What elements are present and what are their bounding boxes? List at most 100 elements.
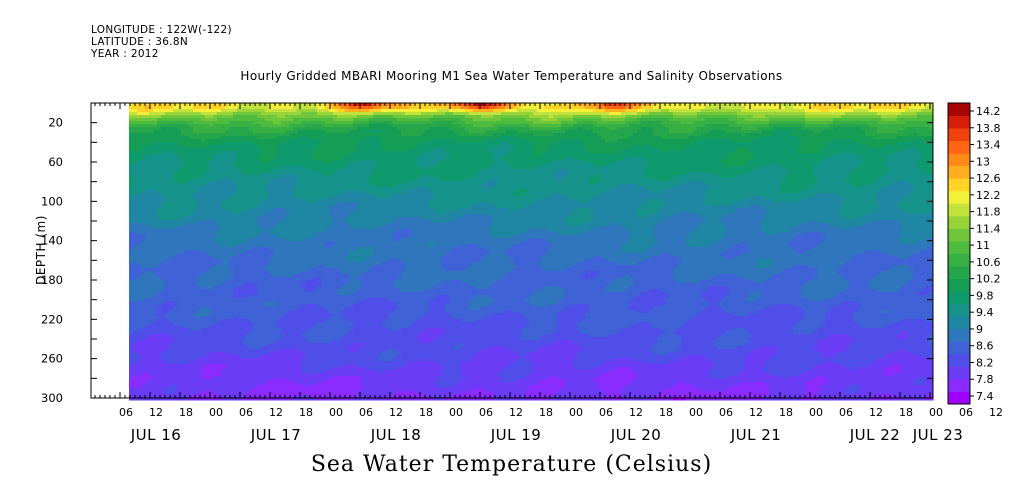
heatmap-cell [305,259,310,263]
heatmap-cell [185,136,190,140]
heatmap-cell [277,208,282,212]
heatmap-cell [301,184,306,188]
heatmap-cell [197,157,202,161]
heatmap-cell [169,322,174,326]
heatmap-cell [289,313,294,317]
heatmap-cell [137,157,142,161]
heatmap-cell [173,250,178,254]
heatmap-cell [309,343,314,347]
heatmap-cell [177,352,182,356]
heatmap-cell [313,295,318,299]
heatmap-cell [173,262,178,266]
heatmap-cell [173,292,178,296]
heatmap-cell [269,379,274,383]
heatmap-cell [205,175,210,179]
heatmap-cell [233,181,238,185]
heatmap-cell [197,160,202,164]
heatmap-cell [241,295,246,299]
heatmap-cell [261,178,266,182]
heatmap-cell [273,310,278,314]
heatmap-cell [153,175,158,179]
heatmap-cell [209,391,214,395]
heatmap-cell [169,139,174,143]
heatmap-cell [145,379,150,383]
heatmap-cell [149,103,154,107]
heatmap-cell [177,349,182,353]
heatmap-cell [213,376,218,380]
heatmap-cell [305,115,310,119]
heatmap-cell [173,130,178,134]
heatmap-cell [157,247,162,251]
heatmap-cell [233,118,238,122]
heatmap-cell [285,253,290,257]
heatmap-cell [173,211,178,215]
heatmap-cell [297,346,302,350]
heatmap-cell [261,247,266,251]
heatmap-cell [309,127,314,131]
heatmap-cell [241,106,246,110]
heatmap-cell [201,223,206,227]
heatmap-cell [189,388,194,392]
heatmap-cell [169,202,174,206]
heatmap-cell [137,148,142,152]
heatmap-cell [249,214,254,218]
heatmap-cell [309,238,314,242]
heatmap-cell [269,253,274,257]
heatmap-cell [169,169,174,173]
heatmap-cell [217,370,222,374]
heatmap-cell [329,196,334,200]
heatmap-cell [273,106,278,110]
heatmap-cell [313,352,318,356]
heatmap-cell [285,112,290,116]
heatmap-cell [165,172,170,176]
heatmap-cell [133,256,138,260]
heatmap-cell [249,262,254,266]
heatmap-cell [305,211,310,215]
heatmap-cell [221,373,226,377]
heatmap-cell [317,379,322,383]
heatmap-cell [221,148,226,152]
heatmap-cell [261,316,266,320]
heatmap-cell [317,136,322,140]
heatmap-cell [269,316,274,320]
heatmap-cell [149,295,154,299]
heatmap-cell [205,181,210,185]
heatmap-cell [149,349,154,353]
heatmap-cell [265,319,270,323]
heatmap-cell [253,259,258,263]
heatmap-cell [257,331,262,335]
heatmap-cell [177,277,182,281]
heatmap-cell [149,337,154,341]
heatmap-cell [141,382,146,386]
heatmap-cell [189,232,194,236]
heatmap-cell [329,211,334,215]
heatmap-cell [177,382,182,386]
heatmap-cell [241,154,246,158]
heatmap-cell [145,331,150,335]
heatmap-cell [249,241,254,245]
heatmap-cell [261,136,266,140]
heatmap-cell [173,334,178,338]
heatmap-cell [221,394,226,398]
heatmap-cell [257,325,262,329]
heatmap-cell [133,133,138,137]
heatmap-cell [309,385,314,389]
heatmap-cell [213,187,218,191]
heatmap-cell [281,157,286,161]
heatmap-cell [301,289,306,293]
heatmap-cell [189,193,194,197]
heatmap-cell [313,124,318,128]
heatmap-cell [133,202,138,206]
heatmap-cell [225,250,230,254]
heatmap-cell [137,211,142,215]
heatmap-cell [193,319,198,323]
heatmap-cell [249,196,254,200]
heatmap-cell [241,352,246,356]
heatmap-cell [169,283,174,287]
heatmap-cell [189,370,194,374]
heatmap-cell [297,268,302,272]
heatmap-cell [201,163,206,167]
heatmap-cell [309,181,314,185]
heatmap-cell [193,361,198,365]
heatmap-cell [205,355,210,359]
